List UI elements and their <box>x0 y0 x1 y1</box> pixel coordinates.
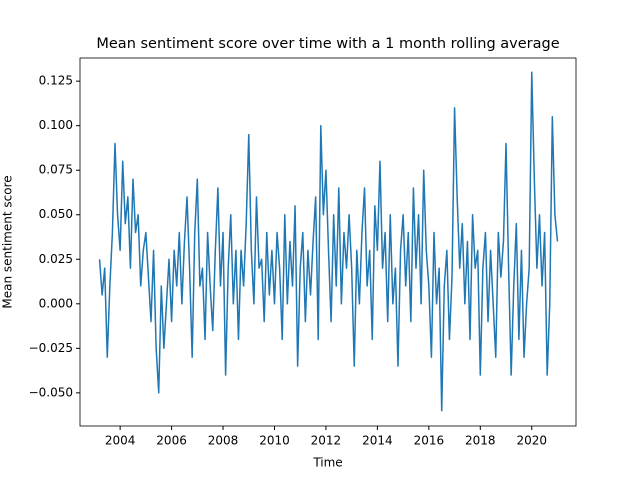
x-tick-label: 2010 <box>259 434 290 448</box>
y-tick-label: 0.050 <box>39 207 73 221</box>
plot-frame <box>79 57 577 427</box>
x-tick-label: 2006 <box>156 434 187 448</box>
y-tick-label: −0.025 <box>29 341 73 355</box>
x-axis-label: Time <box>312 456 342 470</box>
x-tick-label: 2018 <box>465 434 496 448</box>
x-tick-label: 2014 <box>362 434 393 448</box>
x-tick-label: 2016 <box>414 434 445 448</box>
y-tick-label: 0.075 <box>39 163 73 177</box>
y-tick-label: 0.125 <box>39 74 73 88</box>
y-tick-label: −0.050 <box>29 385 73 399</box>
chart-title: Mean sentiment score over time with a 1 … <box>96 36 559 52</box>
data-line <box>98 71 559 412</box>
y-tick-label: 0.100 <box>39 118 73 132</box>
x-tick-label: 2012 <box>311 434 342 448</box>
x-tick-label: 2020 <box>516 434 547 448</box>
y-tick-label: 0.025 <box>39 252 73 266</box>
y-tick-label: 0.000 <box>39 296 73 310</box>
x-tick-label: 2008 <box>208 434 239 448</box>
x-tick-label: 2004 <box>105 434 136 448</box>
y-axis-label: Mean sentiment score <box>1 175 15 308</box>
